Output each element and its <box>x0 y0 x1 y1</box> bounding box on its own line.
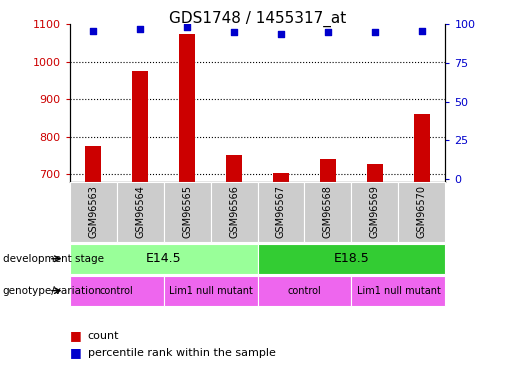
Text: E14.5: E14.5 <box>146 252 181 265</box>
Point <box>89 27 97 33</box>
Text: GSM96568: GSM96568 <box>323 186 333 238</box>
Text: control: control <box>99 286 133 296</box>
Text: GSM96570: GSM96570 <box>417 185 427 238</box>
Point <box>324 29 332 35</box>
Point <box>371 29 379 35</box>
Text: GDS1748 / 1455317_at: GDS1748 / 1455317_at <box>169 11 346 27</box>
Text: GSM96565: GSM96565 <box>182 185 192 238</box>
Text: GSM96567: GSM96567 <box>276 185 286 238</box>
Bar <box>367 164 383 182</box>
Text: control: control <box>287 286 321 296</box>
Text: development stage: development stage <box>3 254 104 264</box>
Text: ■: ■ <box>70 329 81 342</box>
Point <box>230 29 238 35</box>
Text: Lim1 null mutant: Lim1 null mutant <box>168 286 252 296</box>
Text: percentile rank within the sample: percentile rank within the sample <box>88 348 276 357</box>
Text: genotype/variation: genotype/variation <box>3 286 101 296</box>
Text: E18.5: E18.5 <box>334 252 369 265</box>
Text: GSM96566: GSM96566 <box>229 186 239 238</box>
Bar <box>273 173 289 182</box>
Bar <box>226 155 242 182</box>
Point <box>136 26 144 32</box>
Point <box>183 24 191 30</box>
Bar <box>132 71 148 182</box>
Text: GSM96569: GSM96569 <box>370 186 380 238</box>
Text: count: count <box>88 331 119 340</box>
Point <box>418 27 426 33</box>
Point <box>277 31 285 37</box>
Text: Lim1 null mutant: Lim1 null mutant <box>356 286 440 296</box>
Text: ■: ■ <box>70 346 81 359</box>
Bar <box>179 34 195 182</box>
Text: GSM96563: GSM96563 <box>88 186 98 238</box>
Bar <box>320 159 336 182</box>
Bar <box>85 146 101 182</box>
Bar <box>414 114 430 182</box>
Text: GSM96564: GSM96564 <box>135 186 145 238</box>
